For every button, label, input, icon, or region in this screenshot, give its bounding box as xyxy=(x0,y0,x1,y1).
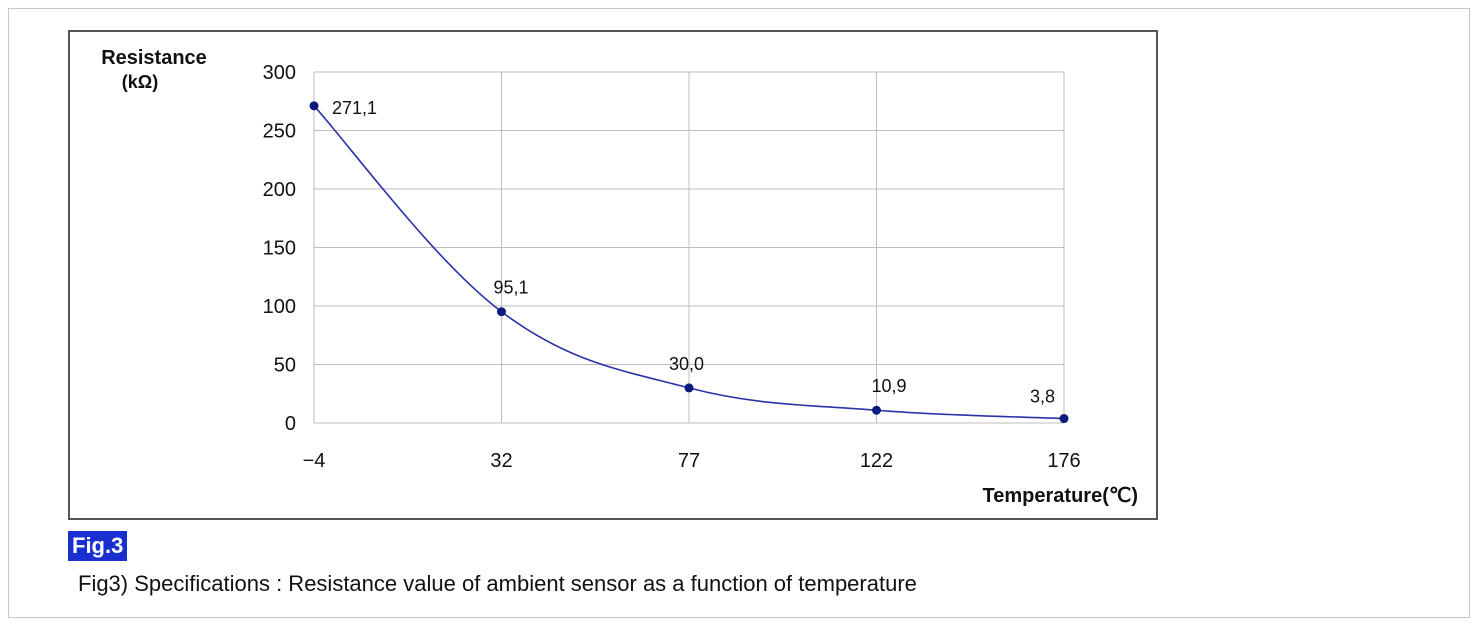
figure-frame xyxy=(8,8,1470,618)
x-tick-label: 32 xyxy=(490,450,512,472)
x-tick-label: 122 xyxy=(860,450,893,472)
data-label: 3,8 xyxy=(1030,387,1055,407)
y-tick-label: 100 xyxy=(263,296,296,318)
x-tick-label: 77 xyxy=(678,450,700,472)
x-axis-title: Temperature(℃) xyxy=(983,485,1138,507)
data-label: 30,0 xyxy=(669,354,704,374)
resistance-temperature-chart: 0 50 100 150 200 250 300 −4 32 77 122 176 Resistance… xyxy=(101,47,1138,507)
series-line xyxy=(313,105,1065,420)
y-tick-label: 50 xyxy=(274,355,296,377)
y-tick-label: 300 xyxy=(263,62,296,84)
y-tick-label: 250 xyxy=(263,121,296,143)
chart-container: 0 50 100 150 200 250 300 −4 32 77 122 176 Resistance… xyxy=(68,30,1158,520)
data-point xyxy=(872,405,881,415)
y-tick-label: 150 xyxy=(263,238,296,260)
figure-badge: Fig.3 xyxy=(68,531,128,561)
data-point xyxy=(684,383,694,393)
y-axis-title: Resistance xyxy=(101,47,207,69)
data-label: 95,1 xyxy=(494,278,529,298)
data-label: 10,9 xyxy=(872,376,907,396)
y-tick-label: 0 xyxy=(285,413,296,435)
data-point xyxy=(497,307,506,317)
figure-caption: Fig3) Specifications : Resistance value … xyxy=(78,571,917,596)
data-point xyxy=(309,101,319,111)
y-axis-unit: (kΩ) xyxy=(122,72,158,92)
x-tick-label: 176 xyxy=(1047,450,1080,472)
y-tick-label: 200 xyxy=(263,179,296,201)
x-tick-label: −4 xyxy=(303,450,326,472)
data-label: 271,1 xyxy=(332,98,377,118)
data-point xyxy=(1059,414,1069,424)
